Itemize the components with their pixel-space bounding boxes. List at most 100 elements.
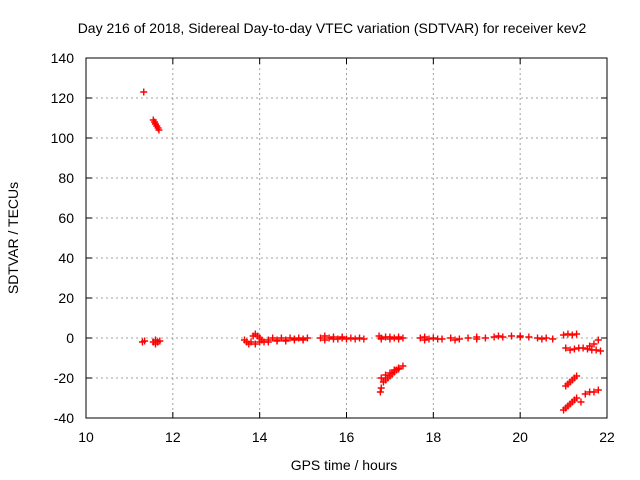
data-point (549, 335, 557, 343)
data-point (356, 334, 364, 342)
x-axis-ticks: 10 12 14 16 18 20 22 (78, 58, 615, 445)
y-tick-label: 140 (51, 50, 75, 66)
data-point (590, 340, 598, 348)
data-point (499, 333, 507, 341)
y-tick-label: -20 (54, 370, 74, 386)
y-tick-label: 0 (66, 330, 74, 346)
y-axis-label: SDTVAR / TECUs (5, 182, 21, 294)
data-point (577, 398, 585, 406)
data-point (421, 336, 429, 344)
data-point (579, 344, 587, 352)
data-point (273, 337, 281, 345)
grid (86, 58, 607, 418)
data-point (594, 336, 602, 344)
data-point (395, 335, 403, 343)
data-point (566, 346, 574, 354)
data-points (138, 88, 604, 414)
data-point (390, 366, 398, 374)
data-point (564, 330, 572, 338)
data-point (525, 333, 533, 341)
data-point (338, 333, 346, 341)
data-point (481, 334, 489, 342)
data-point (434, 335, 442, 343)
x-tick-label: 10 (78, 429, 94, 445)
data-point (155, 126, 163, 134)
y-tick-label: 100 (51, 130, 75, 146)
data-point (592, 346, 600, 354)
data-point (321, 336, 329, 344)
y-axis-ticks: -40 -20 0 20 40 60 80 100 120 140 (51, 50, 607, 426)
data-point (573, 330, 581, 338)
y-tick-label: 20 (58, 290, 74, 306)
data-point (570, 345, 578, 353)
data-point (390, 334, 398, 342)
data-point (395, 364, 403, 372)
data-point (399, 362, 407, 370)
data-point (386, 369, 394, 377)
data-point (295, 334, 303, 342)
data-point (377, 384, 385, 392)
y-tick-label: 80 (58, 170, 74, 186)
data-point (377, 374, 385, 382)
data-point (286, 334, 294, 342)
data-point (542, 334, 550, 342)
data-point (416, 334, 424, 342)
data-point (151, 336, 159, 344)
data-point (325, 334, 333, 342)
data-point (429, 334, 437, 342)
data-point (568, 331, 576, 339)
data-point (343, 335, 350, 343)
data-point (347, 334, 355, 342)
x-tick-label: 16 (339, 429, 355, 445)
data-point (581, 390, 589, 398)
data-point (573, 394, 581, 402)
data-point (299, 335, 307, 343)
data-point (282, 337, 290, 345)
data-point (316, 334, 324, 342)
data-point (534, 334, 542, 342)
data-point (562, 344, 570, 352)
data-point (455, 335, 463, 343)
x-tick-label: 14 (252, 429, 268, 445)
data-point (251, 340, 259, 348)
data-point (269, 334, 277, 342)
data-point (560, 331, 568, 339)
data-point (382, 371, 390, 379)
data-point (303, 334, 311, 342)
y-tick-label: -40 (54, 410, 74, 426)
data-point (141, 337, 149, 345)
data-point (277, 334, 285, 342)
data-point (399, 334, 407, 342)
x-tick-label: 18 (426, 429, 442, 445)
chart-title: Day 216 of 2018, Sidereal Day-to-day VTE… (78, 20, 587, 36)
data-point (256, 338, 264, 346)
data-point (590, 388, 598, 396)
x-axis-label: GPS time / hours (291, 457, 398, 473)
x-tick-label: 22 (599, 429, 615, 445)
y-tick-label: 60 (58, 210, 74, 226)
data-point (596, 347, 604, 355)
data-point (376, 388, 384, 396)
data-point (538, 335, 546, 343)
y-tick-label: 120 (51, 90, 75, 106)
data-point (494, 332, 502, 340)
x-tick-label: 20 (512, 429, 528, 445)
data-point (507, 332, 515, 340)
data-point (290, 335, 298, 343)
data-point (447, 334, 455, 342)
data-point (360, 335, 368, 343)
data-point (516, 332, 524, 340)
data-point (425, 335, 433, 343)
data-point (156, 337, 164, 345)
data-point (329, 335, 337, 343)
data-point (573, 372, 581, 380)
data-point (490, 333, 498, 341)
data-point (377, 335, 385, 343)
data-point (247, 338, 255, 346)
data-point (451, 336, 459, 344)
data-point (351, 335, 359, 343)
x-tick-label: 12 (165, 429, 181, 445)
data-point (264, 338, 272, 346)
data-point (586, 342, 594, 350)
